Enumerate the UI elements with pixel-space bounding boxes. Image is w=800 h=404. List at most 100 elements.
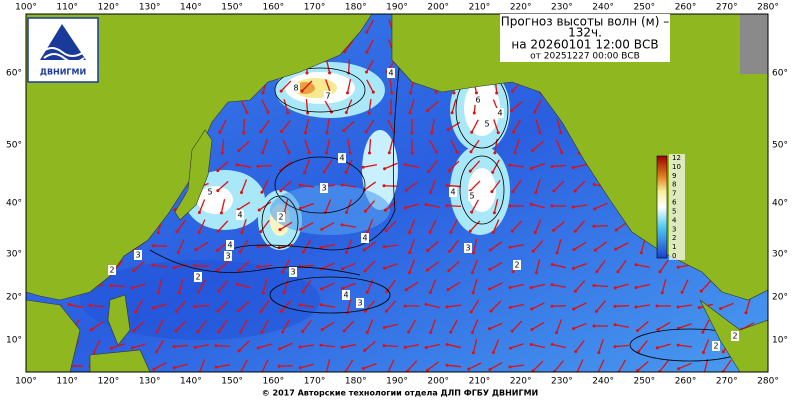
lat-label-right: 40° <box>772 199 788 209</box>
lat-label-left: 30° <box>6 250 22 260</box>
arrow-head <box>68 303 71 306</box>
arrow-head <box>574 290 577 293</box>
arrow-head <box>509 365 512 368</box>
arrow-head <box>341 184 344 187</box>
arrow-head <box>429 191 432 194</box>
lon-label-bottom: 110° <box>56 377 78 387</box>
arrow-head <box>429 291 432 294</box>
arrow-head <box>342 129 345 132</box>
arrow-head <box>152 264 155 267</box>
arrow-head <box>173 266 176 269</box>
arrow-head <box>551 204 554 207</box>
arrow-head <box>719 307 722 310</box>
arrow-head <box>456 151 459 154</box>
arrow-head <box>283 291 286 294</box>
arrow-head <box>532 250 535 253</box>
colorbar-label: 5 <box>672 207 676 215</box>
arrow-head <box>435 151 438 154</box>
arrow-head <box>470 131 473 134</box>
arrow-head <box>258 208 261 211</box>
no-data-area <box>740 14 768 74</box>
arrow-head <box>259 310 262 313</box>
arrow-head <box>635 263 638 266</box>
arrow-head <box>530 286 533 289</box>
arrow-head <box>362 166 365 169</box>
arrow <box>447 206 461 207</box>
arrow-head <box>404 206 407 209</box>
lat-label-right: 10° <box>772 336 788 346</box>
arrow-head <box>194 264 197 267</box>
arrow-head <box>467 368 470 371</box>
arrow-head <box>446 364 449 367</box>
arrow-head <box>306 111 309 114</box>
arrow-head <box>449 331 452 334</box>
colorbar-label: 4 <box>672 216 677 224</box>
lon-label-bottom: 230° <box>551 377 573 387</box>
lat-label-left: 50° <box>6 141 22 151</box>
arrow-head <box>453 91 456 94</box>
arrow-head <box>530 343 533 346</box>
arrow-head <box>470 211 473 214</box>
arrow-head <box>471 331 474 334</box>
arrow-head <box>408 231 411 234</box>
arrow-head <box>278 347 281 350</box>
arrow-head <box>425 303 428 306</box>
arrow-head <box>404 305 407 308</box>
arrow-head <box>341 267 344 270</box>
arrow-head <box>405 288 408 291</box>
arrow-head <box>451 111 454 114</box>
arrow-head <box>469 150 472 153</box>
lat-label-right: 50° <box>772 141 788 151</box>
lon-label-top: 190° <box>386 3 408 13</box>
arrow-head <box>218 131 221 134</box>
arrow-head <box>302 290 305 293</box>
contour-label: 4 <box>339 154 344 163</box>
arrow-head <box>131 347 134 350</box>
arrow-head <box>365 130 368 133</box>
arrow-head <box>426 269 429 272</box>
arrow-head <box>321 328 324 331</box>
arrow-head <box>677 266 680 269</box>
arrow-head <box>362 367 365 370</box>
arrow-head <box>559 131 562 134</box>
lon-label-bottom: 250° <box>633 377 655 387</box>
lon-label-bottom: 120° <box>98 377 120 387</box>
arrow-head <box>635 286 638 289</box>
arrow-head <box>448 169 451 172</box>
lon-label-bottom: 260° <box>675 377 697 387</box>
arrow-head <box>152 244 155 247</box>
arrow-head <box>551 165 554 168</box>
arrow-head <box>656 346 659 349</box>
arrow-head <box>493 211 496 214</box>
lon-label-bottom: 280° <box>757 377 779 387</box>
arrow-head <box>365 71 368 74</box>
arrow <box>349 59 350 73</box>
arrow-head <box>326 131 329 134</box>
contour-label: 3 <box>465 244 470 253</box>
arrow <box>384 346 398 347</box>
arrow-head <box>488 327 491 330</box>
arrow-head <box>511 270 514 273</box>
arrow-head <box>656 328 659 331</box>
arrow-head <box>509 347 512 350</box>
lon-label-top: 280° <box>757 3 779 13</box>
arrow-head <box>615 228 618 231</box>
arrow-head <box>390 91 393 94</box>
arrow-head <box>471 271 474 274</box>
arrow-head <box>593 207 596 210</box>
lon-label-top: 240° <box>592 3 614 13</box>
arrow-head <box>446 343 449 346</box>
contour-label: 2 <box>195 273 200 282</box>
title-box: Прогноз высоты волн (м) – 132ч. на 20260… <box>500 14 670 62</box>
contour-label: 3 <box>321 184 326 193</box>
arrow-head <box>177 251 180 254</box>
arrow-head <box>656 305 659 308</box>
arrow-head <box>194 305 197 308</box>
contour-label: 6 <box>475 96 480 105</box>
arrow-head <box>383 245 386 248</box>
lon-label-top: 180° <box>345 3 367 13</box>
arrow-head <box>155 331 158 334</box>
lon-label-top: 150° <box>221 3 243 13</box>
lon-label-top: 260° <box>675 3 697 13</box>
